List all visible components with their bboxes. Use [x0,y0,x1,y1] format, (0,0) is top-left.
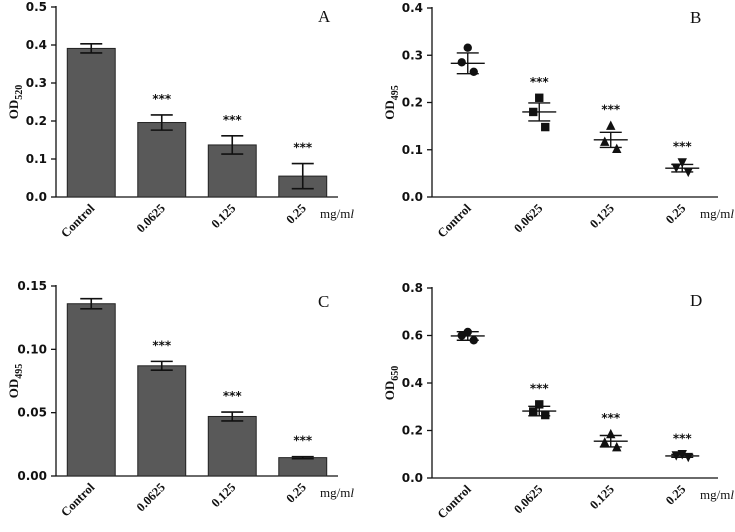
x-tick-label: Control [58,480,98,520]
x-tick-label: 0.0625 [134,201,168,235]
unit-label-italic: l [730,206,734,221]
significance-label: *** [601,411,621,425]
x-tick-label: 0.125 [209,480,239,510]
bar [278,457,328,477]
significance-label: *** [152,92,172,106]
y-tick-label: 0.05 [17,406,47,420]
panel-letter: B [690,8,701,27]
y-tick-label: 0.4 [26,38,47,52]
significance-label: *** [152,338,172,352]
y-tick-label: 0.00 [17,469,47,483]
y-tick-label: 0.1 [26,152,47,166]
unit-label: mg/ml [700,206,734,221]
data-point [457,58,466,67]
x-tick-label: 0.25 [284,480,309,505]
unit-label-main: mg/m [700,206,730,221]
y-axis-label: OD650 [382,366,401,401]
y-tick-label: 0.0 [26,190,47,204]
significance-label: *** [293,141,313,155]
data-point [535,400,544,409]
significance-label: *** [530,75,550,89]
y-tick-label: 0.15 [17,279,47,293]
y-axis-label-subscript: 520 [14,85,25,100]
significance-label: *** [601,103,621,117]
y-axis-label-subscript: 495 [390,85,401,100]
x-tick-label: 0.25 [663,201,688,226]
data-point [606,120,616,130]
y-tick-label: 0.4 [402,376,423,390]
unit-label-main: mg/m [320,485,350,500]
unit-label-italic: l [350,206,354,221]
significance-label: *** [293,434,313,448]
y-tick-label: 0.2 [26,114,47,128]
y-tick-label: 0.2 [402,424,423,438]
data-point [612,143,622,154]
y-tick-label: 0.3 [26,76,47,90]
data-point [541,122,550,132]
y-tick-label: 0.6 [402,329,423,343]
unit-label-italic: l [730,487,734,502]
panel-letter: C [318,292,329,311]
data-point [677,158,687,168]
bar [66,303,116,477]
data-point [463,43,472,52]
y-tick-label: 0.4 [402,1,423,15]
y-tick-label: 0.0 [402,190,423,204]
unit-label-italic: l [350,485,354,500]
y-tick-label: 0.8 [402,281,423,295]
bar [137,122,187,198]
x-tick-label: 0.125 [587,482,617,512]
bar [207,415,257,477]
panel-C: 0.00 0.05 0.10 0.15 OD495 C Control 0.0625 0.125… [6,279,354,519]
data-point [600,136,610,146]
unit-label-main: mg/m [320,206,350,221]
y-tick-label: 0.3 [402,48,423,62]
y-axis-label: OD495 [6,364,25,399]
x-tick-label: Control [58,201,98,241]
significance-label: *** [223,113,243,127]
significance-label: *** [223,389,243,403]
x-tick-label: 0.0625 [134,480,168,514]
data-point [541,410,550,420]
significance-label: *** [530,381,550,395]
x-tick-label: Control [435,201,475,241]
data-point [469,67,478,76]
panel-D: 0.0 0.2 0.4 0.6 0.8 OD650 D Control 0.0625 0.125 0… [382,281,734,521]
significance-label: *** [673,431,693,445]
y-tick-label: 0.5 [26,0,47,14]
bar [137,365,187,477]
y-axis-label-subscript: 650 [390,366,401,381]
panel-A: 0.0 0.1 0.2 0.3 0.4 0.5 OD520 A Control 0.0625 0.1… [6,0,354,240]
x-tick-label: 0.125 [209,201,239,231]
x-tick-label: Control [435,482,475,522]
y-axis-label: OD520 [6,85,25,120]
y-tick-label: 0.0 [402,471,423,485]
unit-label: mg/ml [700,487,734,502]
x-tick-label: 0.25 [284,201,309,226]
panel-letter: A [318,7,331,26]
panel-letter: D [690,291,702,310]
x-tick-label: 0.25 [663,482,688,507]
bar [66,47,116,198]
y-axis-label: OD495 [382,85,401,120]
data-point [535,93,544,102]
panel-B: 0.0 0.1 0.2 0.3 0.4 OD495 B Control 0.0625 0.125 0… [382,1,734,240]
x-tick-label: 0.0625 [511,482,545,516]
unit-label: mg/ml [320,206,354,221]
unit-label: mg/ml [320,485,354,500]
y-tick-label: 0.2 [402,96,423,110]
x-tick-label: 0.0625 [511,201,545,235]
y-axis-label-subscript: 495 [14,364,25,379]
y-tick-label: 0.10 [17,342,47,356]
unit-label-main: mg/m [700,487,730,502]
y-tick-label: 0.1 [402,143,423,157]
x-tick-label: 0.125 [587,201,617,231]
significance-label: *** [673,140,693,154]
